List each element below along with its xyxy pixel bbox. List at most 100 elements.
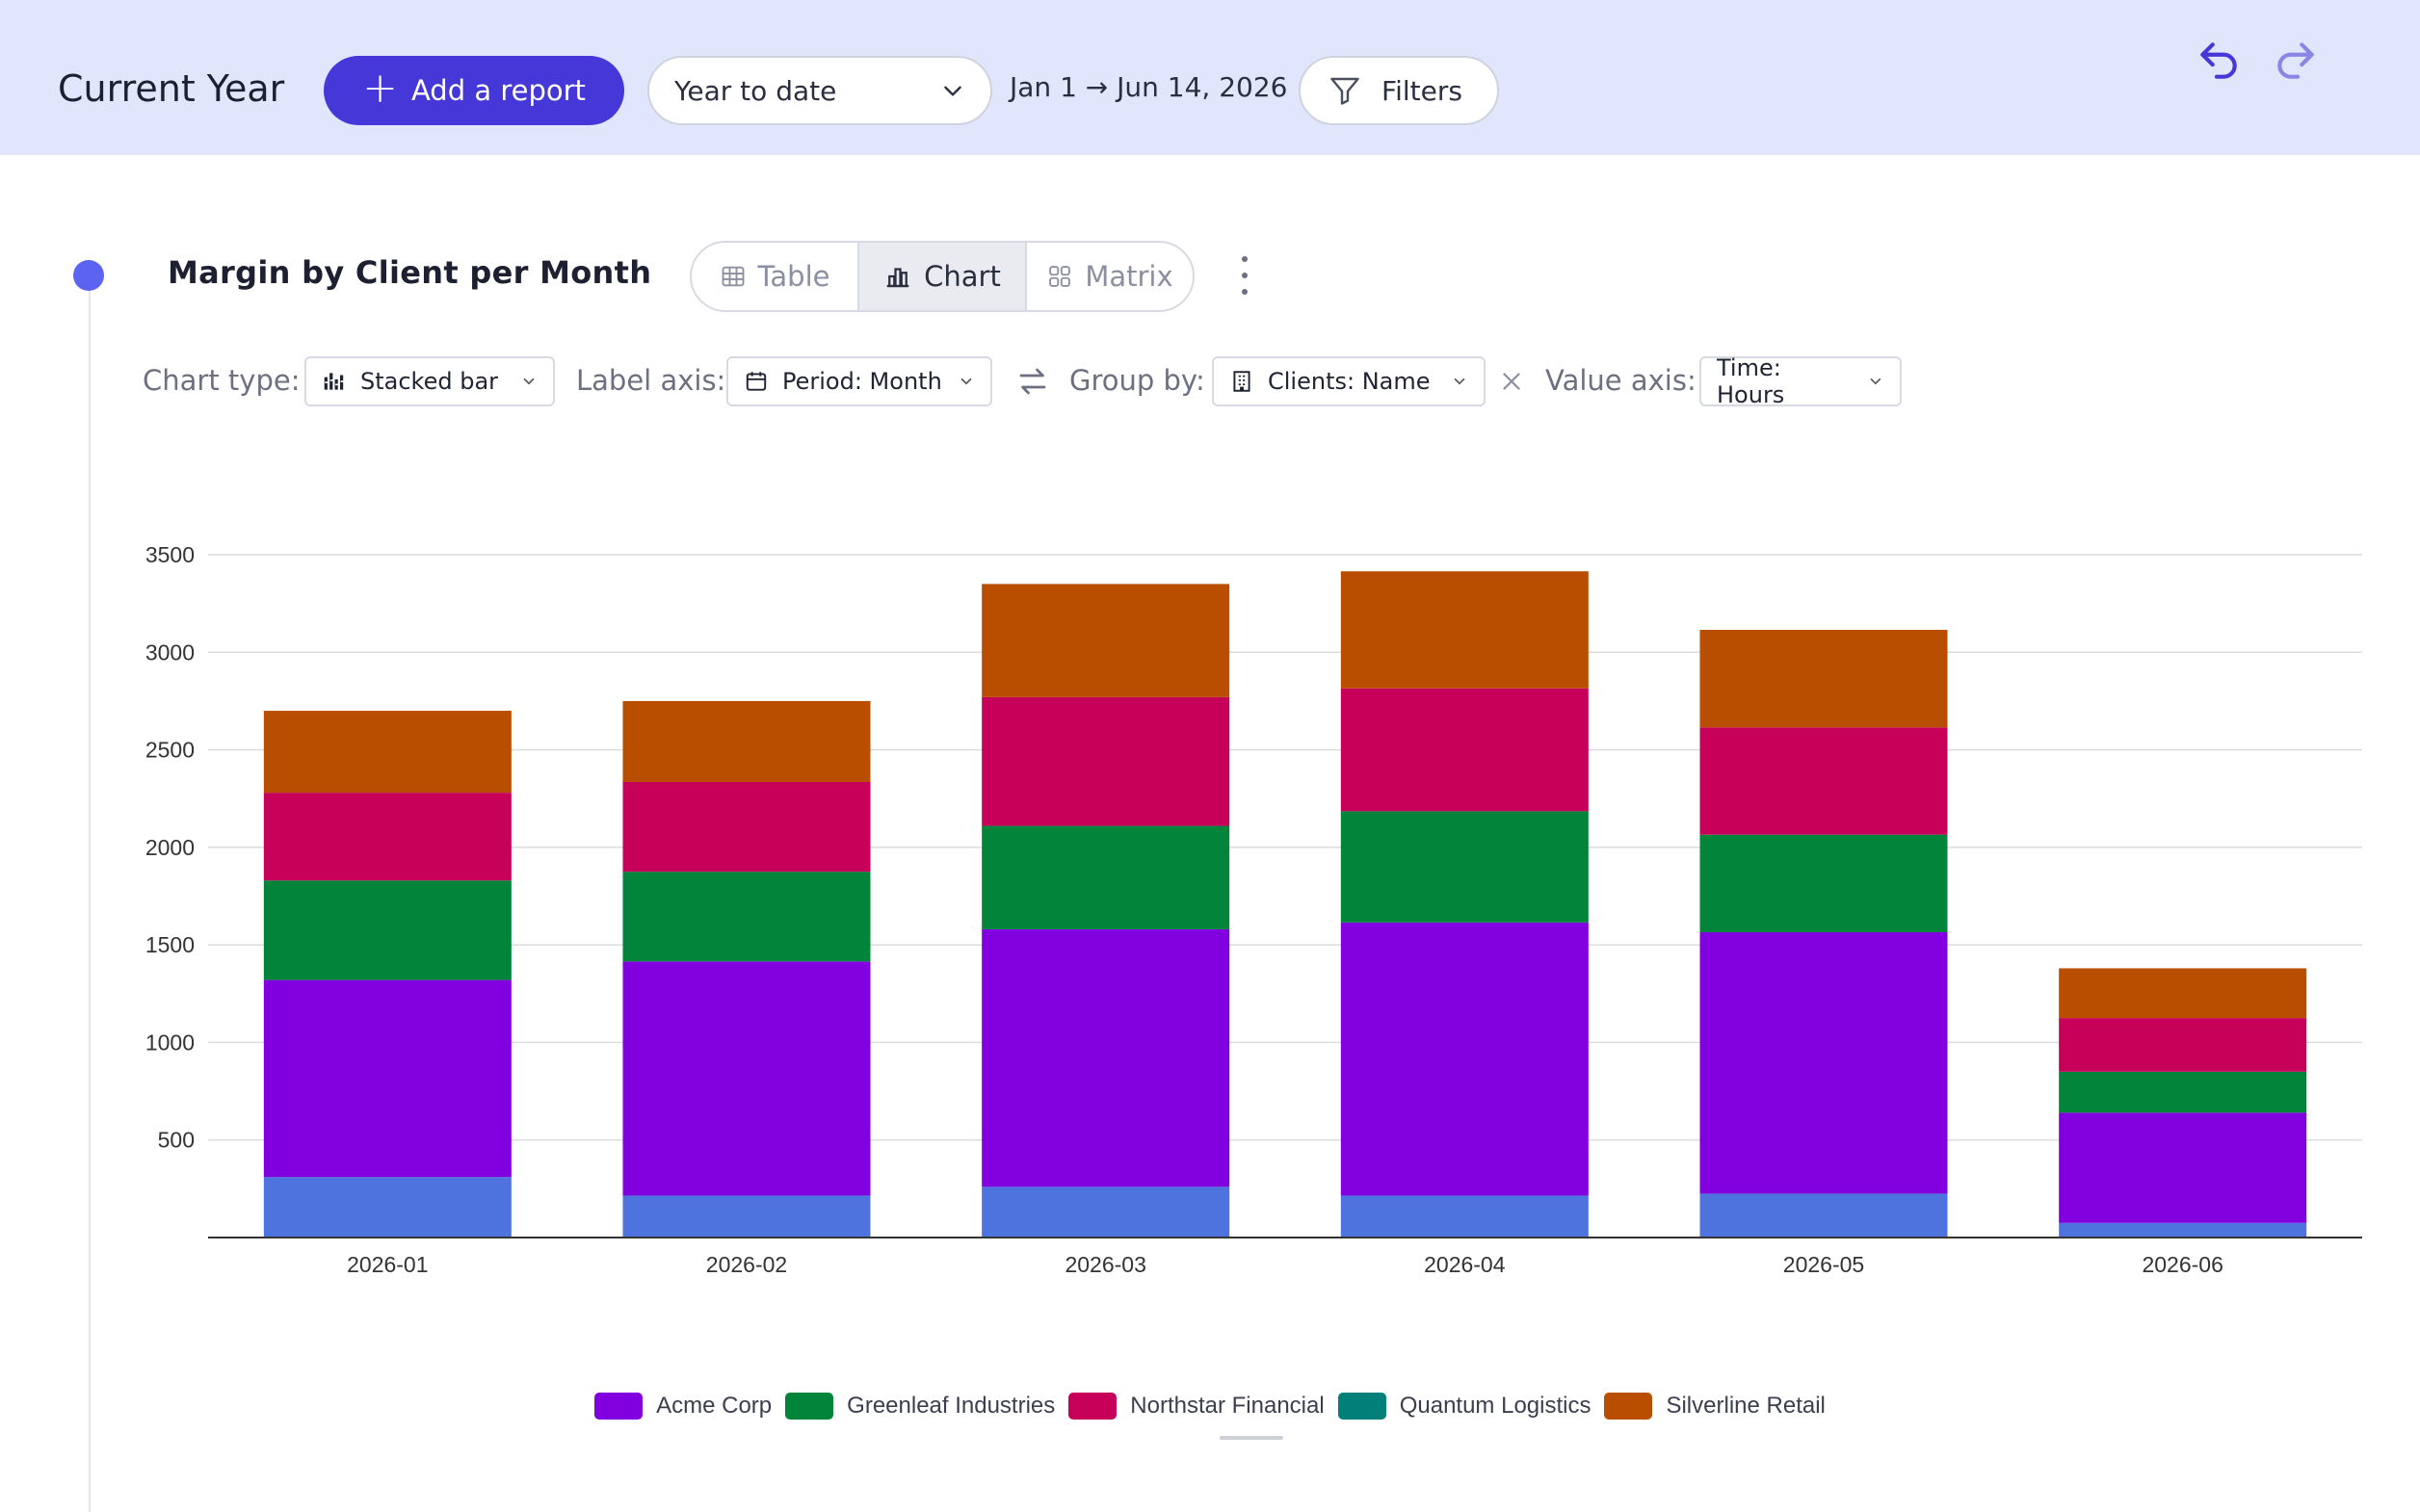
legend-swatch <box>785 1393 834 1420</box>
legend-swatch <box>1068 1393 1118 1420</box>
group-by-label: Group by: <box>1069 364 1205 397</box>
building-icon <box>1233 371 1250 392</box>
tab-table-label: Table <box>757 260 830 293</box>
bar-segment <box>1340 571 1589 689</box>
chevron-down-icon <box>1454 378 1465 385</box>
legend-swatch <box>1604 1393 1653 1420</box>
bar-segment <box>982 1186 1230 1238</box>
bar-segment <box>263 979 512 1178</box>
date-range-select[interactable]: Year to date <box>647 56 992 125</box>
legend-label: Acme Corp <box>656 1393 773 1419</box>
label-axis-select[interactable]: Period: Month <box>726 356 992 406</box>
bar-segment <box>2059 1112 2307 1223</box>
tab-matrix[interactable]: Matrix <box>1027 243 1193 310</box>
bar-segment <box>263 793 512 881</box>
bar-segment <box>1340 1195 1589 1238</box>
calendar-icon <box>746 372 767 391</box>
y-tick-label: 1500 <box>145 932 195 957</box>
bar-segment <box>622 1195 871 1238</box>
legend-item[interactable]: Northstar Financial <box>1068 1393 1325 1420</box>
filters-button[interactable]: Filters <box>1299 56 1499 125</box>
timeline-dot <box>73 260 104 291</box>
timeline-line <box>89 289 91 1512</box>
bar-segment <box>1699 1193 1948 1238</box>
bar-segment <box>263 711 512 794</box>
chevron-down-icon <box>944 86 961 96</box>
chart-legend: Acme Corp Greenleaf Industries Northstar F… <box>0 1387 2420 1425</box>
tab-chart[interactable]: Chart <box>857 243 1027 310</box>
group-by-select[interactable]: Clients: Name <box>1212 356 1486 406</box>
bar-segment <box>982 584 1230 697</box>
legend-item[interactable]: Greenleaf Industries <box>785 1393 1055 1420</box>
bar-segment <box>263 880 512 980</box>
view-switcher: Table Chart Matrix <box>690 241 1195 312</box>
legend-item[interactable]: Quantum Logistics <box>1337 1393 1591 1420</box>
chevron-down-icon <box>960 378 972 385</box>
x-tick-label: 2026-04 <box>1424 1252 1506 1277</box>
chevron-down-icon <box>523 378 535 385</box>
x-tick-label: 2026-02 <box>706 1252 787 1277</box>
filters-label: Filters <box>1381 74 1462 107</box>
page-title: Current Year <box>58 67 285 110</box>
bar-segment <box>1340 811 1589 923</box>
table-icon <box>722 266 744 287</box>
bar-segment <box>2059 968 2307 1019</box>
report-title: Margin by Client per Month <box>168 254 652 291</box>
grid-icon <box>1049 266 1071 287</box>
more-options-icon[interactable] <box>1235 256 1254 295</box>
bar-segment <box>622 781 871 873</box>
bar-segment <box>982 825 1230 929</box>
top-bar: Current Year + Add a report Year to date… <box>0 0 2420 155</box>
bar-segment <box>1340 922 1589 1196</box>
stacked-bar-chart: 500 1000 1500 2000 2500 3000 3500 2026-01 2026-0… <box>145 542 2362 1277</box>
chevron-down-icon <box>1870 378 1881 385</box>
x-tick-label: 2026-06 <box>2142 1252 2223 1277</box>
plus-icon: + <box>362 64 398 113</box>
y-tick-label: 2000 <box>145 835 195 860</box>
bar-segment <box>2059 1222 2307 1238</box>
value-axis-label: Value axis: <box>1545 364 1697 397</box>
date-range-text: Jan 1 → Jun 14, 2026 <box>1010 71 1288 103</box>
y-tick-label: 3500 <box>145 542 195 567</box>
group-by-value: Clients: Name <box>1268 368 1431 395</box>
bar-segment <box>1699 727 1948 835</box>
bar-chart-icon <box>886 268 909 288</box>
bar-segment <box>622 961 871 1196</box>
label-axis-label: Label axis: <box>576 364 726 397</box>
bar-segment <box>2059 1071 2307 1113</box>
bar-segment <box>622 872 871 962</box>
bar-segment <box>1340 688 1589 812</box>
legend-scroll-indicator[interactable] <box>1220 1436 1283 1440</box>
x-tick-label: 2026-03 <box>1065 1252 1145 1277</box>
bar-segment <box>1699 629 1948 728</box>
bar-segment <box>982 928 1230 1187</box>
chart-type-select[interactable]: Stacked bar <box>304 356 555 406</box>
legend-label: Northstar Financial <box>1130 1393 1325 1419</box>
add-report-button[interactable]: + Add a report <box>324 56 624 125</box>
legend-label: Greenleaf Industries <box>847 1393 1056 1419</box>
value-axis-value: Time: Hours <box>1717 354 1785 408</box>
y-tick-label: 2500 <box>145 738 195 763</box>
redo-icon[interactable] <box>2272 37 2320 85</box>
undo-icon[interactable] <box>2195 37 2243 85</box>
chart-type-label: Chart type: <box>143 364 301 397</box>
stacked-bar-icon <box>324 373 344 390</box>
legend-swatch <box>594 1393 644 1420</box>
bar-segment <box>622 700 871 782</box>
y-tick-label: 1000 <box>145 1030 195 1055</box>
label-axis-value: Period: Month <box>782 368 942 395</box>
x-tick-label: 2026-01 <box>347 1252 428 1277</box>
x-tick-label: 2026-05 <box>1783 1252 1864 1277</box>
swap-axes-icon[interactable] <box>1015 364 1050 399</box>
legend-label: Quantum Logistics <box>1399 1393 1591 1419</box>
legend-item[interactable]: Acme Corp <box>594 1393 772 1420</box>
y-tick-label: 500 <box>158 1128 195 1153</box>
bar-segment <box>263 1177 512 1238</box>
bar-segment <box>982 696 1230 826</box>
y-tick-label: 3000 <box>145 639 195 665</box>
tab-table[interactable]: Table <box>692 243 857 310</box>
value-axis-select[interactable]: Time: Hours <box>1699 354 1902 408</box>
clear-group-icon[interactable] <box>1497 367 1526 396</box>
add-report-label: Add a report <box>410 74 586 107</box>
legend-item[interactable]: Silverline Retail <box>1604 1393 1826 1420</box>
